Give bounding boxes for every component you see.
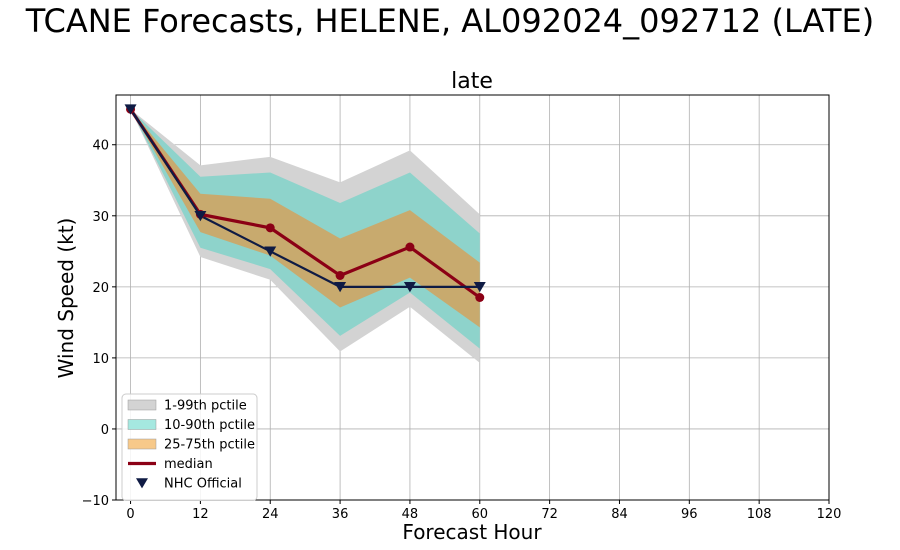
nhc-official-point bbox=[403, 282, 416, 293]
x-tick-label: 12 bbox=[192, 507, 209, 522]
legend-label: median bbox=[164, 457, 213, 472]
legend: 1-99th pctile 10-90th pctile 25-75th pctil… bbox=[121, 393, 258, 501]
y-tick-label: 0 bbox=[101, 423, 109, 438]
axes-title: late bbox=[451, 69, 493, 94]
median-point bbox=[335, 270, 345, 280]
x-tick-label: 48 bbox=[402, 507, 419, 522]
x-tick-label: 72 bbox=[541, 507, 558, 522]
chart-suptitle: TCANE Forecasts, HELENE, AL092024_092712… bbox=[25, 2, 874, 40]
nhc-official-point bbox=[334, 282, 347, 293]
axis-ticks: 0 12 24 36 48 60 72 84 96 108 120 −10 0 10 20 30 40 bbox=[82, 139, 842, 522]
median-point bbox=[475, 293, 485, 302]
y-tick-label: 10 bbox=[92, 352, 109, 367]
x-tick-label: 24 bbox=[262, 507, 279, 522]
band-25-75th-pctile bbox=[130, 109, 480, 328]
nhc-official-line bbox=[129, 108, 480, 288]
legend-label: 10-90th pctile bbox=[164, 418, 255, 433]
y-axis-label: Wind Speed (kt) bbox=[54, 218, 78, 379]
series-markers bbox=[124, 104, 486, 302]
legend-swatch bbox=[127, 419, 157, 430]
median-point bbox=[265, 223, 275, 233]
nhc-official-point bbox=[124, 104, 137, 115]
y-tick-label: 40 bbox=[92, 139, 109, 154]
median-point bbox=[405, 242, 415, 252]
percentile-bands bbox=[130, 109, 480, 363]
legend-swatch bbox=[127, 399, 157, 411]
nhc-official-point bbox=[264, 246, 277, 257]
x-tick-label: 60 bbox=[472, 507, 489, 522]
legend-swatch bbox=[127, 438, 157, 450]
x-tick-label: 108 bbox=[747, 507, 772, 522]
x-tick-label: 0 bbox=[126, 507, 134, 522]
x-axis-label: Forecast Hour bbox=[402, 520, 542, 544]
x-tick-label: 84 bbox=[611, 507, 628, 522]
nhc-official-point bbox=[194, 210, 207, 222]
x-tick-label: 96 bbox=[681, 507, 698, 522]
y-tick-label: 30 bbox=[92, 210, 109, 225]
plot-frame bbox=[115, 94, 830, 501]
legend-label: 1-99th pctile bbox=[164, 399, 247, 414]
y-tick-label: 20 bbox=[92, 281, 109, 296]
x-tick-label: 120 bbox=[817, 507, 842, 522]
x-tick-label: 36 bbox=[332, 507, 349, 522]
legend-swatch bbox=[136, 478, 148, 489]
series-lines bbox=[129, 108, 481, 299]
legend-label: 25-75th pctile bbox=[164, 438, 255, 453]
nhc-official-point bbox=[473, 282, 486, 293]
legend-label: NHC Official bbox=[164, 477, 242, 492]
y-tick-label: −10 bbox=[82, 494, 109, 509]
